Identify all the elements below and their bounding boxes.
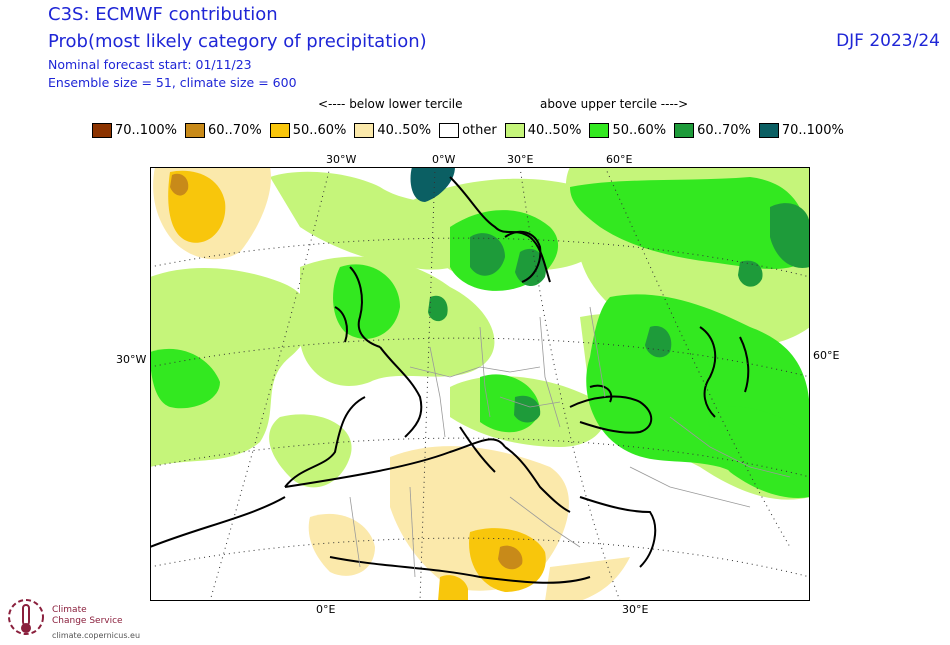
legend-swatch [184,123,205,138]
legend-label: other [462,123,497,138]
season-label: DJF 2023/24 [836,31,940,51]
legend-item: other [439,123,497,138]
axis-bottom-label: 30°E [622,603,649,616]
above-70-100-regions [410,167,455,202]
legend: 70..100% 60..70% 50..60% 40..50% other 4… [92,123,852,138]
legend-swatch [589,123,610,138]
axis-top-label: 30°E [507,153,534,166]
map-frame [150,167,810,601]
legend-label: 40..50% [377,123,432,138]
legend-item: 60..70% [674,123,751,138]
axis-top-label: 30°W [326,153,357,166]
graticule [150,167,810,601]
precipitation-map [150,167,810,601]
coastlines [150,176,750,584]
legend-label: 60..70% [697,123,751,138]
axis-left-label: 30°W [116,353,147,366]
legend-item: 70..100% [758,123,844,138]
legend-swatch [504,123,525,138]
legend-item: 40..50% [354,123,431,138]
country-borders [349,306,791,578]
map-subtitle: Prob(most likely category of precipitati… [48,31,427,52]
logo-line2: Change Service [52,616,123,626]
legend-item: 60..70% [184,123,262,138]
above-60-70-regions [428,203,810,423]
forecast-start: Nominal forecast start: 01/11/23 [48,57,252,72]
legend-label: 50..60% [292,123,347,138]
legend-item: 50..60% [589,123,666,138]
logo-url: climate.copernicus.eu [52,631,141,640]
axis-top-label: 0°W [432,153,456,166]
legend-label: 70..100% [781,123,844,138]
legend-label: 60..70% [207,123,262,138]
legend-label: 70..100% [115,123,177,138]
legend-label: 40..50% [527,123,582,138]
legend-swatch [439,123,460,138]
axis-bottom-label: 0°E [316,603,336,616]
axis-right-label: 60°E [813,349,840,362]
legend-below-caption: <---- below lower tercile [318,97,463,111]
legend-above-caption: above upper tercile ----> [540,97,689,111]
copernicus-logo: Climate Change Service climate.copernicu… [6,597,146,643]
logo-line1: Climate [52,605,87,615]
legend-swatch [269,123,290,138]
below-60-70-regions [170,173,523,570]
thermometer-logo-icon [8,599,44,635]
map-title: C3S: ECMWF contribution [48,4,278,25]
legend-swatch [674,123,695,138]
ensemble-info: Ensemble size = 51, climate size = 600 [48,75,297,90]
legend-item: 70..100% [92,123,177,138]
legend-item: 50..60% [269,123,347,138]
legend-label: 50..60% [612,123,667,138]
legend-item: 40..50% [504,123,582,138]
legend-swatch [758,123,779,138]
axis-top-label: 60°E [606,153,633,166]
legend-swatch [354,123,375,138]
legend-swatch [92,123,112,138]
